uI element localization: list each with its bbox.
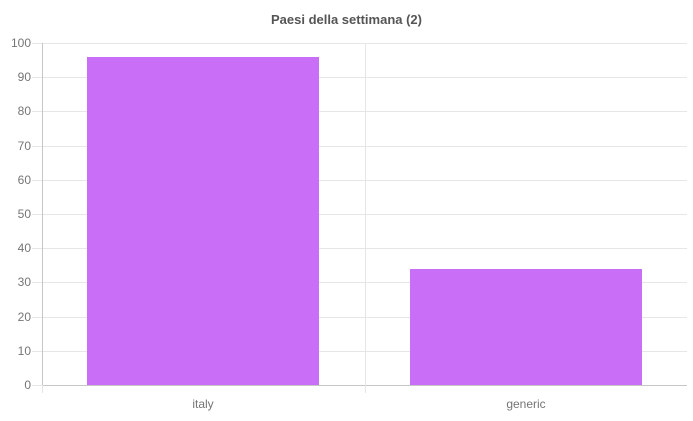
y-axis-tick-label: 30 <box>17 275 31 289</box>
h-gridline <box>42 43 687 44</box>
x-axis-tick <box>365 385 366 393</box>
y-axis-tick <box>32 180 42 181</box>
plot-area <box>42 43 687 386</box>
y-axis-tick-label: 90 <box>17 70 31 84</box>
y-axis-tick <box>32 146 42 147</box>
chart-title: Paesi della settimana (2) <box>270 12 422 27</box>
y-axis-tick <box>32 214 42 215</box>
y-axis-tick-label: 70 <box>17 139 31 153</box>
h-gridline <box>42 351 687 352</box>
bar-generic[interactable] <box>410 269 642 385</box>
h-gridline <box>42 317 687 318</box>
y-axis-tick-label: 10 <box>17 344 31 358</box>
y-axis-tick-label: 0 <box>24 378 31 392</box>
h-gridline <box>42 180 687 181</box>
y-axis-tick-label: 50 <box>17 207 31 221</box>
y-axis-tick <box>32 317 42 318</box>
y-axis-tick <box>32 351 42 352</box>
h-gridline <box>42 146 687 147</box>
y-axis-tick-label: 40 <box>17 241 31 255</box>
y-axis-tick-label: 100 <box>10 36 31 50</box>
h-gridline <box>42 282 687 283</box>
v-gridline <box>365 43 366 385</box>
x-axis-label-italy: italy <box>192 397 214 411</box>
y-axis-tick <box>32 111 42 112</box>
y-zero-gridline <box>42 385 687 386</box>
bar-italy[interactable] <box>87 57 319 385</box>
x-axis-tick <box>42 385 43 393</box>
h-gridline <box>42 77 687 78</box>
y-axis-tick <box>32 43 42 44</box>
h-gridline <box>42 214 687 215</box>
y-axis-tick-label: 80 <box>17 104 31 118</box>
y-axis-tick-label: 60 <box>17 173 31 187</box>
x-zero-axis-line <box>42 43 43 385</box>
y-axis-tick <box>32 385 42 386</box>
x-axis-label-generic: generic <box>506 397 546 411</box>
y-axis-tick <box>32 248 42 249</box>
y-axis-tick <box>32 77 42 78</box>
y-axis-tick <box>32 282 42 283</box>
h-gridline <box>42 248 687 249</box>
h-gridline <box>42 111 687 112</box>
y-axis-tick-label: 20 <box>17 310 31 324</box>
